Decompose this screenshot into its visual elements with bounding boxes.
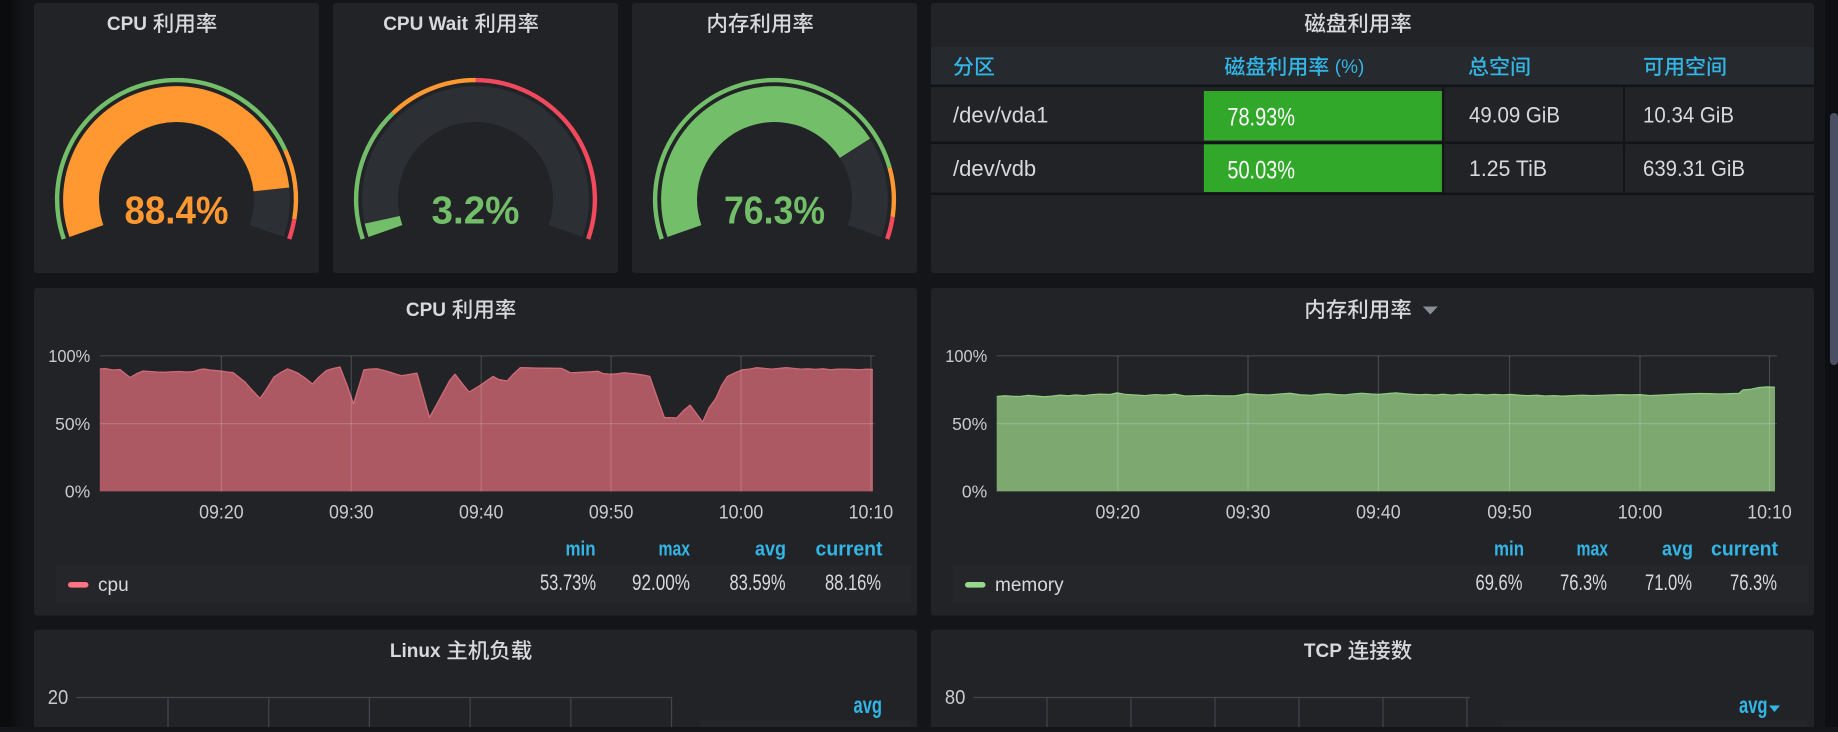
svg-text:09:20: 09:20	[199, 503, 244, 524]
svg-text:53.73%: 53.73%	[540, 570, 596, 595]
svg-text:09:50: 09:50	[589, 503, 634, 524]
svg-text:78.93%: 78.93%	[1227, 103, 1295, 131]
svg-text:CPU: CPU	[406, 300, 446, 321]
svg-text:0%: 0%	[962, 482, 987, 502]
svg-text:cpu: cpu	[98, 575, 129, 596]
svg-text:09:40: 09:40	[459, 503, 504, 524]
svg-text:20: 20	[48, 686, 69, 709]
svg-text:3.2%: 3.2%	[432, 190, 520, 233]
svg-text:09:30: 09:30	[329, 503, 374, 524]
svg-text:max: max	[659, 538, 691, 560]
svg-text:min: min	[1494, 538, 1524, 560]
svg-text:10:10: 10:10	[1747, 503, 1792, 524]
svg-text:0%: 0%	[65, 482, 90, 502]
svg-text:09:30: 09:30	[1226, 503, 1271, 524]
svg-text:76.3%: 76.3%	[1730, 570, 1777, 595]
svg-text:69.6%: 69.6%	[1476, 570, 1523, 595]
svg-text:09:50: 09:50	[1487, 503, 1532, 524]
svg-text:639.31 GiB: 639.31 GiB	[1643, 156, 1745, 181]
svg-text:50%: 50%	[55, 414, 90, 434]
svg-text:100%: 100%	[48, 346, 90, 366]
svg-text:10:00: 10:00	[1618, 503, 1663, 524]
svg-text:/dev/vda1: /dev/vda1	[953, 103, 1048, 128]
svg-text:memory: memory	[995, 575, 1064, 596]
svg-text:88.16%: 88.16%	[825, 570, 881, 595]
svg-text:Linux: Linux	[390, 641, 441, 662]
svg-text:avg: avg	[854, 692, 883, 718]
svg-text:min: min	[566, 538, 596, 560]
svg-text:09:20: 09:20	[1096, 503, 1141, 524]
svg-text:10:10: 10:10	[849, 503, 894, 524]
svg-text:CPU Wait: CPU Wait	[383, 14, 468, 35]
svg-text:100%: 100%	[945, 346, 987, 366]
svg-text:1.25 TiB: 1.25 TiB	[1469, 156, 1547, 181]
svg-text:avg: avg	[1662, 538, 1693, 560]
svg-text:max: max	[1577, 538, 1609, 560]
svg-text:50.03%: 50.03%	[1227, 157, 1295, 185]
svg-text:10:00: 10:00	[719, 503, 764, 524]
svg-text:(%): (%)	[1335, 57, 1365, 78]
svg-text:current: current	[1711, 538, 1778, 560]
svg-text:71.0%: 71.0%	[1645, 570, 1692, 595]
svg-text:10.34 GiB: 10.34 GiB	[1643, 103, 1734, 128]
svg-text:88.4%: 88.4%	[125, 190, 229, 233]
svg-text:avg: avg	[1739, 692, 1768, 718]
svg-text:92.00%: 92.00%	[632, 570, 690, 595]
svg-text:avg: avg	[755, 538, 786, 560]
svg-text:76.3%: 76.3%	[724, 190, 825, 233]
svg-text:09:40: 09:40	[1356, 503, 1401, 524]
svg-text:49.09 GiB: 49.09 GiB	[1469, 103, 1560, 128]
svg-text:83.59%: 83.59%	[730, 570, 786, 595]
svg-text:76.3%: 76.3%	[1560, 570, 1607, 595]
svg-text:TCP: TCP	[1304, 641, 1342, 662]
svg-text:/dev/vdb: /dev/vdb	[953, 156, 1036, 181]
svg-text:current: current	[816, 538, 883, 560]
svg-text:80: 80	[945, 686, 966, 709]
svg-text:50%: 50%	[952, 414, 987, 434]
svg-text:CPU: CPU	[107, 14, 147, 35]
